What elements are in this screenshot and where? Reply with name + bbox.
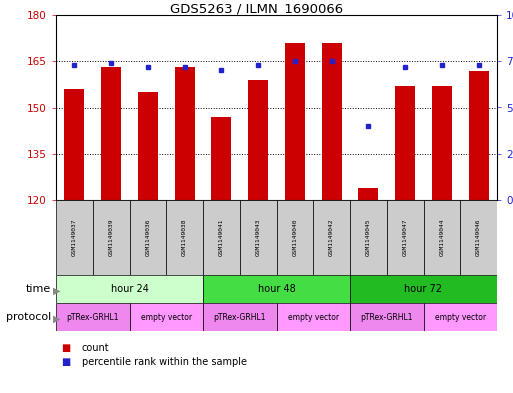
Bar [350, 200, 387, 275]
Text: hour 72: hour 72 [404, 284, 443, 294]
Text: GSM1149037: GSM1149037 [72, 219, 77, 256]
Bar [101, 68, 121, 200]
Bar [285, 43, 305, 200]
Text: empty vector: empty vector [435, 312, 486, 321]
Text: GSM1149036: GSM1149036 [145, 219, 150, 256]
Bar [350, 275, 497, 303]
Text: GDS5263 / ILMN_1690066: GDS5263 / ILMN_1690066 [170, 2, 343, 15]
Bar [395, 86, 415, 200]
Bar [248, 80, 268, 200]
Text: hour 48: hour 48 [258, 284, 295, 294]
Text: protocol: protocol [6, 312, 51, 322]
Text: GSM1149044: GSM1149044 [439, 219, 444, 256]
Bar [203, 303, 277, 331]
Text: percentile rank within the sample: percentile rank within the sample [82, 357, 247, 367]
Bar [129, 303, 203, 331]
Text: GSM1149046: GSM1149046 [476, 219, 481, 256]
Bar [424, 200, 460, 275]
Text: pTRex-GRHL1: pTRex-GRHL1 [361, 312, 413, 321]
Bar [424, 303, 497, 331]
Text: hour 24: hour 24 [111, 284, 148, 294]
Bar [460, 200, 497, 275]
Bar [166, 200, 203, 275]
Text: GSM1149039: GSM1149039 [109, 219, 113, 256]
Text: empty vector: empty vector [288, 312, 339, 321]
Text: count: count [82, 343, 109, 353]
Text: pTRex-GRHL1: pTRex-GRHL1 [67, 312, 119, 321]
Bar [322, 43, 342, 200]
Bar [203, 275, 350, 303]
Bar [64, 89, 85, 200]
Bar [432, 86, 452, 200]
Text: empty vector: empty vector [141, 312, 192, 321]
Text: ▶: ▶ [53, 314, 61, 324]
Text: pTRex-GRHL1: pTRex-GRHL1 [213, 312, 266, 321]
Bar [174, 68, 195, 200]
Bar [56, 275, 203, 303]
Text: GSM1149043: GSM1149043 [255, 219, 261, 256]
Bar [468, 70, 489, 200]
Text: GSM1149040: GSM1149040 [292, 219, 298, 256]
Bar [313, 200, 350, 275]
Bar [138, 92, 158, 200]
Bar [350, 303, 424, 331]
Text: ■: ■ [61, 357, 70, 367]
Bar [211, 117, 231, 200]
Text: ■: ■ [61, 343, 70, 353]
Bar [56, 303, 129, 331]
Text: time: time [26, 284, 51, 294]
Bar [129, 200, 166, 275]
Bar [240, 200, 277, 275]
Text: GSM1149041: GSM1149041 [219, 219, 224, 256]
Bar [56, 200, 93, 275]
Text: GSM1149042: GSM1149042 [329, 219, 334, 256]
Bar [93, 200, 129, 275]
Text: GSM1149038: GSM1149038 [182, 219, 187, 256]
Text: GSM1149047: GSM1149047 [403, 219, 408, 256]
Bar [203, 200, 240, 275]
Text: ▶: ▶ [53, 286, 61, 296]
Bar [358, 188, 379, 200]
Bar [277, 303, 350, 331]
Bar [277, 200, 313, 275]
Bar [387, 200, 424, 275]
Text: GSM1149045: GSM1149045 [366, 219, 371, 256]
